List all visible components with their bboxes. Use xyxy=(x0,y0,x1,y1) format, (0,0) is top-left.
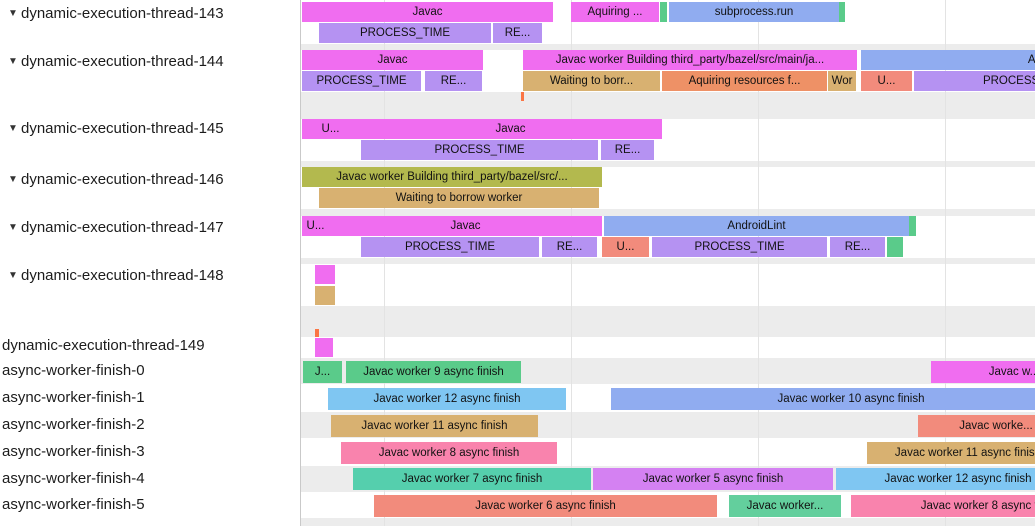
timeline-slice[interactable]: Javac worke... xyxy=(918,415,1035,437)
track-name-text: async-worker-finish-3 xyxy=(2,443,145,460)
track-label-async-worker-finish-0[interactable]: async-worker-finish-0 xyxy=(0,360,300,382)
timeline-slice[interactable]: PROCESS_TIME xyxy=(361,237,539,257)
track-label-dynamic-execution-thread-147[interactable]: ▼ dynamic-execution-thread-147 xyxy=(0,217,300,239)
track-name-text: dynamic-execution-thread-144 xyxy=(21,53,224,70)
time-gridline xyxy=(384,0,385,526)
timeline-slice[interactable]: PROCESS_TIME xyxy=(319,23,491,43)
track-label-dynamic-execution-thread-148[interactable]: ▼ dynamic-execution-thread-148 xyxy=(0,265,300,287)
timeline-slice[interactable]: Wor xyxy=(828,71,856,91)
timeline-slice[interactable]: PROCESS_TIME xyxy=(914,71,1035,91)
track-name-text: dynamic-execution-thread-143 xyxy=(21,5,224,22)
timeline-slice[interactable]: AndroidLint xyxy=(604,216,909,236)
expander-icon[interactable]: ▼ xyxy=(8,8,18,19)
track-label-dynamic-execution-thread-149[interactable]: dynamic-execution-thread-149 xyxy=(0,335,300,357)
timeline-slice[interactable]: Javac w... xyxy=(931,361,1035,383)
timeline-slice[interactable]: RE... xyxy=(493,23,542,43)
time-gridline xyxy=(571,0,572,526)
row-background-band xyxy=(301,306,1035,337)
timeline-slice[interactable]: Waiting to borrow worker xyxy=(319,188,599,208)
timeline-slice[interactable]: Javac worker 10 async finish xyxy=(611,388,1035,410)
timeline-slice[interactable]: Javac worker Building third_party/bazel/… xyxy=(523,50,857,70)
timeline-slice-tick[interactable] xyxy=(887,237,903,257)
track-label-dynamic-execution-thread-145[interactable]: ▼ dynamic-execution-thread-145 xyxy=(0,118,300,140)
track-name-text: async-worker-finish-1 xyxy=(2,389,145,406)
timeline-slice[interactable]: Javac worker 6 async finish xyxy=(374,495,717,517)
row-background-band xyxy=(301,258,1035,264)
expander-icon[interactable]: ▼ xyxy=(8,174,18,185)
track-label-dynamic-execution-thread-143[interactable]: ▼ dynamic-execution-thread-143 xyxy=(0,3,300,25)
timeline-slice[interactable]: PROCESS_TIME xyxy=(652,237,827,257)
row-background-band xyxy=(301,518,1035,526)
timeline-slice[interactable]: Javac xyxy=(359,119,662,139)
timeline-slice[interactable]: PROCESS_TIME xyxy=(361,140,598,160)
timeline-slice[interactable]: Javac xyxy=(302,2,553,22)
timeline-slice[interactable]: Javac worker 8 async finish xyxy=(851,495,1035,517)
timeline-slice[interactable]: Javac worker 5 async finish xyxy=(593,468,833,490)
timeline-slice-tick[interactable] xyxy=(315,338,333,357)
track-label-async-worker-finish-5[interactable]: async-worker-finish-5 xyxy=(0,494,300,516)
row-background-band xyxy=(301,209,1035,216)
track-name-text: dynamic-execution-thread-148 xyxy=(21,267,224,284)
track-name-text: dynamic-execution-thread-145 xyxy=(21,120,224,137)
timeline-slice[interactable]: Aquiring ... xyxy=(571,2,659,22)
track-label-dynamic-execution-thread-144[interactable]: ▼ dynamic-execution-thread-144 xyxy=(0,51,300,73)
timeline-slice-tick[interactable] xyxy=(315,265,335,284)
track-name-text: async-worker-finish-5 xyxy=(2,496,145,513)
timeline-slice-tick[interactable] xyxy=(315,329,319,337)
time-gridline xyxy=(945,0,946,526)
track-name-text: dynamic-execution-thread-149 xyxy=(2,337,205,354)
timeline-slice[interactable]: RE... xyxy=(601,140,654,160)
track-name-text: dynamic-execution-thread-146 xyxy=(21,171,224,188)
timeline-slice[interactable]: RE... xyxy=(542,237,597,257)
timeline-slice[interactable]: Javac worker 7 async finish xyxy=(353,468,591,490)
time-gridline xyxy=(758,0,759,526)
track-name-text: async-worker-finish-4 xyxy=(2,470,145,487)
timeline-slice[interactable]: U... xyxy=(602,237,649,257)
timeline-canvas[interactable]: Javac Aquiring ... subprocess.run PROCESS_T… xyxy=(300,0,1035,526)
timeline-slice[interactable]: Javac worker 9 async finish xyxy=(346,361,521,383)
timeline-slice[interactable]: Javac xyxy=(329,216,602,236)
timeline-slice[interactable]: Javac worker 11 async finish xyxy=(867,442,1035,464)
track-label-async-worker-finish-4[interactable]: async-worker-finish-4 xyxy=(0,468,300,490)
track-name-text: dynamic-execution-thread-147 xyxy=(21,219,224,236)
timeline-slice[interactable]: RE... xyxy=(425,71,482,91)
track-label-async-worker-finish-3[interactable]: async-worker-finish-3 xyxy=(0,441,300,463)
track-label-dynamic-execution-thread-146[interactable]: ▼ dynamic-execution-thread-146 xyxy=(0,169,300,191)
track-name-text: async-worker-finish-0 xyxy=(2,362,145,379)
timeline-slice[interactable]: subprocess.run xyxy=(669,2,839,22)
timeline-slice[interactable]: PROCESS_TIME xyxy=(302,71,421,91)
timeline-slice-tick[interactable] xyxy=(909,216,916,236)
timeline-slice-tick[interactable] xyxy=(521,92,524,101)
timeline-slice-tick[interactable] xyxy=(660,2,667,22)
track-label-async-worker-finish-1[interactable]: async-worker-finish-1 xyxy=(0,387,300,409)
timeline-slice[interactable]: Javac worker Building third_party/bazel/… xyxy=(302,167,602,187)
timeline-slice[interactable]: Javac worker 11 async finish xyxy=(331,415,538,437)
expander-icon[interactable]: ▼ xyxy=(8,270,18,281)
timeline-slice[interactable]: Javac worker... xyxy=(729,495,841,517)
expander-icon[interactable]: ▼ xyxy=(8,123,18,134)
expander-icon[interactable]: ▼ xyxy=(8,222,18,233)
timeline-slice[interactable]: RE... xyxy=(830,237,885,257)
timeline-slice[interactable]: AndroidLint xyxy=(861,50,1035,70)
timeline-slice[interactable]: Javac worker 12 async finish xyxy=(328,388,566,410)
timeline-slice[interactable]: Javac xyxy=(302,50,483,70)
track-label-async-worker-finish-2[interactable]: async-worker-finish-2 xyxy=(0,414,300,436)
timeline-slice[interactable]: J... xyxy=(303,361,342,383)
track-name-text: async-worker-finish-2 xyxy=(2,416,145,433)
timeline-slice-tick[interactable] xyxy=(839,2,845,22)
timeline-slice[interactable]: Waiting to borr... xyxy=(523,71,660,91)
timeline-slice[interactable]: Javac worker 12 async finish xyxy=(836,468,1035,490)
track-sidebar: ▼ dynamic-execution-thread-143 ▼ dynamic-ex… xyxy=(0,0,300,526)
timeline-slice[interactable]: U... xyxy=(302,216,329,236)
row-background-band xyxy=(301,92,1035,119)
timeline-slice[interactable]: U... xyxy=(861,71,912,91)
timeline-slice[interactable]: U... xyxy=(302,119,359,139)
row-background-band xyxy=(301,44,1035,50)
timeline-slice[interactable]: Aquiring resources f... xyxy=(662,71,827,91)
timeline-slice[interactable]: Javac worker 8 async finish xyxy=(341,442,557,464)
timeline-slice-tick[interactable] xyxy=(315,286,335,305)
row-background-band xyxy=(301,161,1035,167)
expander-icon[interactable]: ▼ xyxy=(8,56,18,67)
